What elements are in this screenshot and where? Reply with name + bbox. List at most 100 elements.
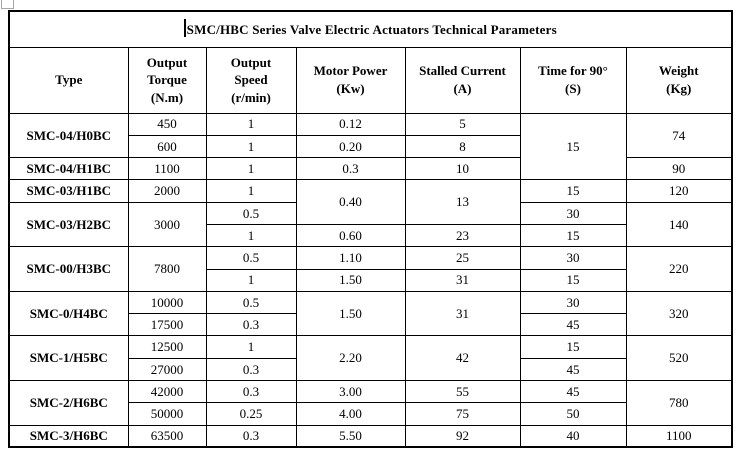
header-output-speed: Output Speed (r/min) bbox=[205, 46, 297, 114]
type-cell: SMC-03/H2BC bbox=[8, 201, 129, 248]
table-title-text: SMC/HBC Series Valve Electric Actuators … bbox=[186, 22, 557, 38]
torque-cell: 1100 bbox=[127, 157, 207, 181]
torque-cell: 50000 bbox=[127, 402, 207, 426]
page-corner-artifact bbox=[1, 0, 14, 9]
torque-cell: 63500 bbox=[127, 424, 207, 448]
power-cell: 2.20 bbox=[295, 335, 406, 382]
power-cell: 1.10 bbox=[295, 246, 406, 270]
type-cell: SMC-04/H0BC bbox=[8, 112, 129, 159]
header-row: Type Output Torque (N.m) Output Speed (r… bbox=[8, 46, 733, 114]
power-cell: 0.20 bbox=[295, 134, 406, 159]
type-cell: SMC-03/H1BC bbox=[8, 179, 129, 203]
current-cell: 8 bbox=[404, 134, 521, 159]
current-cell: 31 bbox=[404, 268, 521, 292]
torque-cell: 600 bbox=[127, 134, 207, 159]
weight-cell: 320 bbox=[625, 290, 733, 337]
speed-cell: 0.3 bbox=[205, 313, 297, 337]
torque-cell: 10000 bbox=[127, 290, 207, 315]
speed-cell: 1 bbox=[205, 157, 297, 181]
current-cell: 5 bbox=[404, 112, 521, 136]
type-cell: SMC-3/H6BC bbox=[8, 424, 129, 448]
time-cell: 45 bbox=[519, 313, 627, 337]
table-title: SMC/HBC Series Valve Electric Actuators … bbox=[8, 10, 733, 48]
time-cell: 40 bbox=[519, 424, 627, 448]
power-cell: 4.00 bbox=[295, 402, 406, 426]
speed-cell: 0.5 bbox=[205, 201, 297, 225]
time-cell: 30 bbox=[519, 201, 627, 225]
header-weight: Weight (Kg) bbox=[625, 46, 733, 114]
speed-cell: 0.3 bbox=[205, 357, 297, 382]
current-cell: 75 bbox=[404, 402, 521, 426]
torque-cell: 17500 bbox=[127, 313, 207, 337]
header-time-for-90: Time for 90° (S) bbox=[519, 46, 627, 114]
speed-cell: 0.3 bbox=[205, 424, 297, 448]
type-cell: SMC-00/H3BC bbox=[8, 246, 129, 292]
torque-cell: 42000 bbox=[127, 380, 207, 404]
table-row: SMC-2/H6BC 42000 0.3 3.00 55 45 780 bbox=[8, 380, 733, 426]
speed-cell: 0.5 bbox=[205, 246, 297, 270]
power-cell: 0.3 bbox=[295, 157, 406, 181]
power-cell: 0.60 bbox=[295, 223, 406, 248]
weight-cell: 220 bbox=[625, 246, 733, 292]
current-cell: 92 bbox=[404, 424, 521, 448]
speed-cell: 0.5 bbox=[205, 290, 297, 315]
time-cell: 30 bbox=[519, 290, 627, 315]
header-type: Type bbox=[8, 46, 129, 114]
weight-cell: 140 bbox=[625, 201, 733, 248]
table-row: SMC-04/H0BC 450 1 0.12 5 15 74 bbox=[8, 112, 733, 181]
current-cell: 31 bbox=[404, 290, 521, 337]
current-cell: 25 bbox=[404, 246, 521, 270]
table-row: SMC-3/H6BC 63500 0.3 5.50 92 40 1100 bbox=[8, 424, 733, 448]
current-cell: 23 bbox=[404, 223, 521, 248]
type-cell: SMC-0/H4BC bbox=[8, 290, 129, 337]
table-row: SMC-1/H5BC 12500 1 2.20 42 15 520 bbox=[8, 335, 733, 382]
table-row: SMC-03/H1BC 2000 1 0.40 13 15 120 bbox=[8, 179, 733, 225]
power-cell: 0.40 bbox=[295, 179, 406, 225]
time-cell: 45 bbox=[519, 380, 627, 404]
current-cell: 10 bbox=[404, 157, 521, 181]
time-cell: 50 bbox=[519, 402, 627, 426]
torque-cell: 27000 bbox=[127, 357, 207, 382]
table-row: SMC-0/H4BC 10000 0.5 1.50 31 30 320 bbox=[8, 290, 733, 337]
type-cell: SMC-2/H6BC bbox=[8, 380, 129, 426]
speed-cell: 0.3 bbox=[205, 380, 297, 404]
time-cell: 15 bbox=[519, 223, 627, 248]
weight-cell: 780 bbox=[625, 380, 733, 426]
weight-cell: 120 bbox=[625, 179, 733, 203]
table-row: 50000 0.25 4.00 75 50 bbox=[9, 402, 732, 426]
header-motor-power: Motor Power (Kw) bbox=[295, 46, 406, 114]
time-cell: 45 bbox=[519, 357, 627, 382]
power-cell: 1.50 bbox=[295, 268, 406, 292]
speed-cell: 1 bbox=[205, 223, 297, 248]
speed-cell: 1 bbox=[205, 134, 297, 159]
table-row: SMC-00/H3BC 7800 0.5 1.10 25 30 220 bbox=[8, 246, 733, 292]
current-cell: 55 bbox=[404, 380, 521, 404]
time-cell: 15 bbox=[519, 179, 627, 203]
current-cell: 13 bbox=[404, 179, 521, 225]
torque-cell: 7800 bbox=[127, 246, 207, 292]
torque-cell: 12500 bbox=[127, 335, 207, 359]
power-cell: 1.50 bbox=[295, 290, 406, 337]
power-cell: 3.00 bbox=[295, 380, 406, 404]
power-cell: 0.12 bbox=[295, 112, 406, 136]
time-cell: 30 bbox=[519, 246, 627, 270]
type-cell: SMC-1/H5BC bbox=[8, 335, 129, 382]
header-output-torque: Output Torque (N.m) bbox=[127, 46, 207, 114]
weight-cell: 520 bbox=[625, 335, 733, 382]
weight-cell: 90 bbox=[625, 157, 733, 181]
speed-cell: 1 bbox=[205, 268, 297, 292]
speed-cell: 1 bbox=[205, 179, 297, 203]
table-row: 1 1.50 31 15 bbox=[9, 268, 732, 292]
text-cursor bbox=[184, 19, 186, 38]
time-cell: 15 bbox=[519, 112, 627, 181]
header-stalled-current: Stalled Current (A) bbox=[404, 46, 521, 114]
power-cell: 5.50 bbox=[295, 424, 406, 448]
time-cell: 15 bbox=[519, 268, 627, 292]
torque-cell: 2000 bbox=[127, 179, 207, 203]
weight-cell: 1100 bbox=[625, 424, 733, 448]
speed-cell: 0.25 bbox=[205, 402, 297, 426]
time-cell: 15 bbox=[519, 335, 627, 359]
speed-cell: 1 bbox=[205, 335, 297, 359]
current-cell: 42 bbox=[404, 335, 521, 382]
type-cell: SMC-04/H1BC bbox=[8, 157, 129, 181]
